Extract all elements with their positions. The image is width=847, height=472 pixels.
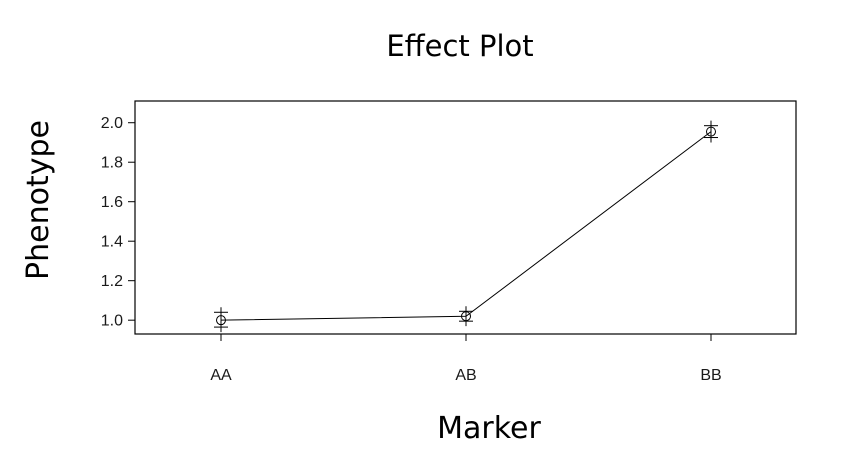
x-axis: AA AB BB [210,334,722,384]
y-tick-label: 1.0 [101,313,123,330]
chart-title: Effect Plot [386,29,533,63]
y-axis: 1.0 1.2 1.4 1.6 1.8 2.0 [101,115,135,330]
series-layer [214,120,718,333]
x-axis-title: Marker [437,411,541,446]
y-tick-label: 1.2 [101,273,123,290]
y-tick-label: 1.4 [101,234,123,251]
y-axis-title: Phenotype [21,120,56,280]
series-line [220,131,712,321]
x-tick-label: AA [210,367,232,384]
data-point [461,311,471,322]
y-tick-label: 2.0 [101,115,123,132]
data-point [706,126,716,137]
x-tick-label: AB [455,367,476,384]
y-tick-label: 1.8 [101,155,123,172]
x-tick-label: BB [700,367,721,384]
data-point [216,315,226,326]
y-tick-label: 1.6 [101,194,123,211]
plot-frame [134,100,797,335]
